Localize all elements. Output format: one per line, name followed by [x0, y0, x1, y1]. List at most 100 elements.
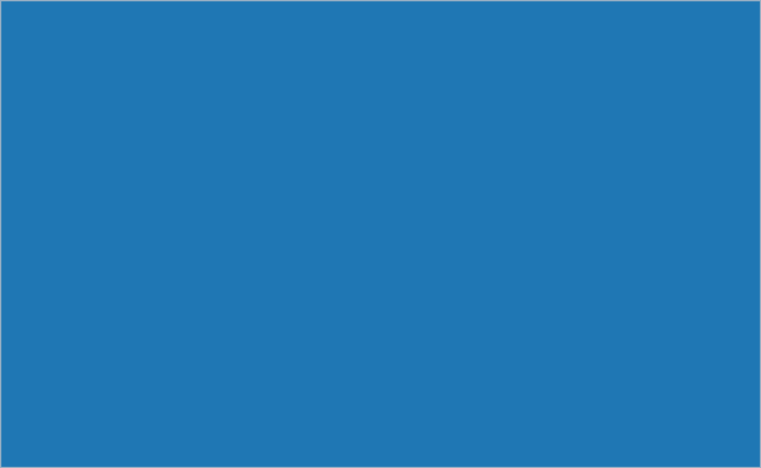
Bar [746, 59, 759, 89]
Text: Passenger: Passenger [150, 183, 196, 191]
Text: REQ-2: REQ-2 [48, 102, 76, 111]
Text: A: A [114, 123, 120, 132]
Text: 16EC668D: 16EC668D [265, 402, 313, 411]
Text: DEMO01: DEMO01 [349, 142, 388, 152]
Text: ▲: ▲ [750, 45, 755, 51]
Text: 16EC668D: 16EC668D [265, 343, 313, 351]
Text: A: A [114, 343, 120, 351]
Bar [24, 261, 36, 273]
Text: REQ-4: REQ-4 [48, 142, 76, 152]
Text: 0000000012: 0000000012 [404, 302, 461, 312]
Text: 16EC668D4ADEMO010000000010: 16EC668D4ADEMO010000000010 [469, 263, 625, 271]
Bar [135, 16, 137, 17]
Bar [24, 101, 36, 114]
Text: 17: 17 [2, 402, 13, 411]
Text: A: A [114, 443, 120, 452]
Bar [0, 257, 744, 277]
Bar [24, 80, 36, 94]
Text: A: A [114, 283, 120, 292]
Bar [119, 16, 121, 17]
Text: Ground Icing: Ground Icing [150, 423, 208, 431]
Bar [24, 321, 36, 334]
Bar [0, 437, 744, 457]
Text: DEMO01: DEMO01 [349, 402, 388, 411]
Bar [143, 16, 145, 17]
Text: REQ-12: REQ-12 [48, 302, 81, 312]
Text: 0000000011: 0000000011 [404, 283, 461, 292]
Bar [191, 16, 193, 17]
Text: REQ-11: REQ-11 [48, 283, 82, 292]
Bar [0, 0, 761, 18]
Bar [24, 200, 36, 213]
Text: 16EC668D: 16EC668D [265, 183, 313, 191]
Bar [0, 137, 744, 157]
Text: REQ-9: REQ-9 [48, 242, 76, 251]
Text: Flight Path: Flight Path [150, 242, 199, 251]
Bar [167, 16, 169, 17]
Bar [0, 197, 744, 217]
Text: 0000000005: 0000000005 [404, 162, 461, 171]
Bar [107, 16, 109, 17]
Text: DEMO01: DEMO01 [349, 263, 388, 271]
Bar [0, 77, 744, 97]
Text: DID: DID [265, 44, 283, 53]
Text: 16EC668D4ADEMO010000000007: 16EC668D4ADEMO010000000007 [469, 203, 625, 212]
Text: 16EC668D: 16EC668D [265, 283, 313, 292]
Text: 15: 15 [2, 363, 13, 372]
Text: 16EC668D: 16EC668D [265, 322, 313, 331]
Text: 0000000007: 0000000007 [404, 203, 461, 212]
Text: DEMO01: DEMO01 [349, 302, 388, 312]
Text: 0000000006: 0000000006 [404, 183, 461, 191]
Text: 16EC668D4ADEMO010000000002: 16EC668D4ADEMO010000000002 [469, 102, 624, 111]
Text: A: A [114, 203, 120, 212]
Text: 16EC668D: 16EC668D [265, 123, 313, 132]
Bar [127, 16, 129, 17]
Text: A: A [114, 242, 120, 251]
Bar [199, 16, 201, 17]
Bar [183, 16, 185, 17]
Text: REQ-3: REQ-3 [48, 123, 76, 132]
Text: Capacity: Capacity [150, 123, 189, 132]
Text: A: A [114, 382, 120, 392]
Text: PDUID (Project DB Unique ID): PDUID (Project DB Unique ID) [469, 44, 613, 53]
Bar [24, 220, 36, 234]
Bar [147, 16, 149, 17]
Bar [163, 16, 165, 17]
Text: DEMO01: DEMO01 [349, 222, 388, 232]
Text: 16EC668D: 16EC668D [265, 222, 313, 232]
Bar [203, 16, 205, 17]
Bar [24, 401, 36, 414]
Text: 7: 7 [5, 203, 11, 212]
Text: 16EC668D4ADEMO010000000004: 16EC668D4ADEMO010000000004 [469, 142, 624, 152]
Bar [151, 16, 153, 17]
Text: 16EC668D: 16EC668D [265, 142, 313, 152]
Text: UID (Unique: UID (Unique [404, 44, 463, 53]
Text: 0000000018: 0000000018 [404, 423, 461, 431]
Text: 16EC668D4ADEMO010000000009: 16EC668D4ADEMO010000000009 [469, 242, 625, 251]
Text: A: A [114, 322, 120, 331]
Text: ×: × [194, 24, 202, 34]
Text: 0000000001: 0000000001 [404, 82, 461, 92]
Text: 16EC668D4ADEMO010000000005: 16EC668D4ADEMO010000000005 [469, 162, 625, 171]
Text: 16EC668D: 16EC668D [265, 242, 313, 251]
Text: DEMO01: DEMO01 [349, 443, 388, 452]
Text: Previous...: Previous... [48, 63, 95, 72]
Text: 16EC668D4ADEMO010000000013: 16EC668D4ADEMO010000000013 [469, 322, 625, 331]
Text: Stakeholder Requirements: Stakeholder Requirements [150, 82, 270, 92]
Text: Start Page: Start Page [6, 23, 57, 33]
Text: 12: 12 [2, 302, 13, 312]
Text: 16EC668D4ADEMO010000000016: 16EC668D4ADEMO010000000016 [469, 382, 625, 392]
Text: PID: PID [349, 44, 365, 53]
Text: DEMO01: DEMO01 [349, 123, 388, 132]
Text: 0000000019: 0000000019 [404, 443, 461, 452]
Text: A: A [114, 402, 120, 411]
Text: REQ-5: REQ-5 [48, 162, 76, 171]
Text: 0000000013: 0000000013 [404, 322, 461, 331]
Text: DEMO01: DEMO01 [349, 203, 388, 212]
Text: 16EC668D4ADEMO010000000012: 16EC668D4ADEMO010000000012 [469, 302, 624, 312]
Text: 8: 8 [5, 222, 11, 232]
Bar [0, 297, 744, 317]
Text: 16EC668D4ADEMO010000000019: 16EC668D4ADEMO010000000019 [469, 443, 625, 452]
Text: DEMO01: DEMO01 [349, 283, 388, 292]
Text: A: A [114, 363, 120, 372]
